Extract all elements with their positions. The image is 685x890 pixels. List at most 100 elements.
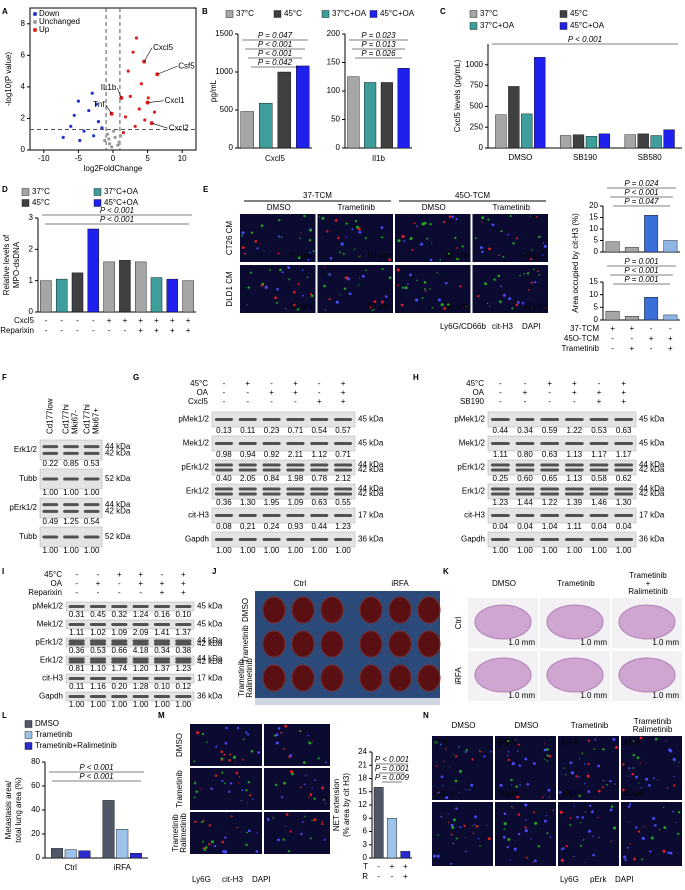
y-tick-label: 24 (358, 747, 367, 756)
micrograph-speck (481, 250, 484, 254)
micrograph-speck (225, 726, 228, 730)
blot-band (614, 514, 634, 517)
micrograph-speck (277, 252, 280, 255)
band-value: 0.57 (335, 426, 351, 435)
blot-band (614, 492, 634, 496)
row-label: Trametinib (175, 770, 184, 808)
band-value: 1.13 (567, 474, 583, 483)
point (116, 143, 120, 147)
point (152, 110, 157, 114)
y-tick-label: 1000 (215, 67, 233, 76)
row-sign: - (92, 326, 95, 335)
condition-sign: - (246, 397, 249, 406)
lung (262, 664, 286, 692)
bar (559, 135, 572, 149)
band-label: pMek1/2 (32, 602, 63, 611)
row-sign: + (138, 316, 143, 325)
band-value: 1.00 (133, 700, 149, 709)
micrograph-speck (249, 794, 252, 797)
condition-sign: - (97, 588, 100, 597)
condition-sign: - (548, 388, 551, 397)
micrograph-speck (562, 847, 565, 850)
blot-strip (211, 531, 356, 548)
micrograph-speck (560, 858, 564, 862)
micrograph-speck (421, 297, 424, 299)
micrograph-speck (359, 255, 361, 257)
blot-band (132, 695, 149, 698)
micrograph-speck (431, 307, 434, 309)
band-value: 0.53 (591, 426, 607, 435)
blot-band (589, 514, 609, 517)
micrograph-speck (471, 758, 474, 761)
micrograph-speck (526, 272, 530, 275)
kda-label: 45 kDa (197, 602, 223, 611)
micrograph-speck (458, 769, 462, 773)
micrograph-speck (575, 775, 578, 778)
y-tick-label: 1000 (465, 60, 483, 69)
micrograph-speck (529, 258, 533, 261)
micrograph (495, 802, 556, 866)
micrograph-speck (463, 824, 466, 827)
band-value: 0.53 (90, 646, 106, 655)
micrograph-speck (445, 796, 449, 800)
band-value: 1.44 (517, 498, 533, 507)
micrograph-speck (388, 276, 392, 280)
point (117, 140, 121, 144)
p-value: P < 0.001 (624, 266, 658, 275)
micrograph-speck (525, 856, 528, 859)
micrograph-speck (439, 743, 442, 746)
blot-band (83, 503, 100, 507)
y-tick-label: 0 (479, 143, 484, 152)
condition-sign: - (499, 388, 502, 397)
column-header: Trametinib (493, 203, 531, 212)
band-label: cit-H3 (464, 511, 485, 520)
blot-band (132, 642, 149, 646)
blot-strip (487, 507, 637, 524)
row-label: iRFA (454, 667, 463, 685)
lung (388, 630, 412, 658)
row-sign: + (154, 326, 159, 335)
lung (291, 630, 315, 658)
band-value: 1.95 (264, 498, 280, 507)
bar (103, 261, 115, 313)
blot-band (614, 418, 634, 421)
blot-band (214, 487, 233, 491)
blot-band (286, 468, 305, 472)
micrograph-speck (228, 790, 231, 793)
micrograph-speck (300, 832, 303, 836)
band-value: 1.25 (63, 517, 79, 526)
micrograph-speck (250, 231, 254, 234)
micrograph-speck (500, 230, 503, 233)
bar (495, 114, 507, 149)
condition-label: OA (196, 388, 208, 397)
band-value: 1.00 (264, 546, 280, 555)
micrograph-speck (548, 796, 551, 798)
micrograph-speck (247, 286, 250, 289)
condition-sign: - (318, 379, 321, 388)
micrograph-speck (465, 748, 468, 752)
kda-label: 42 kDa (358, 489, 384, 498)
stain-label: DAPI (252, 875, 271, 884)
micrograph-speck (309, 228, 313, 232)
band-value: 1.22 (567, 426, 583, 435)
band-value: 0.22 (43, 459, 59, 468)
legend-label: 37°C+OA (332, 9, 367, 18)
micrograph-speck (241, 231, 245, 235)
micrograph-speck (224, 836, 227, 839)
band-value: 0.44 (493, 426, 509, 435)
bar (637, 133, 649, 149)
tissue (474, 657, 532, 693)
micrograph-speck (420, 242, 424, 246)
micrograph-speck (507, 233, 510, 236)
micrograph-speck (645, 777, 649, 781)
column-header: iRFA (391, 579, 409, 588)
x-tick-label: 0 (111, 154, 116, 163)
x-axis-label: Cxcl5 (265, 154, 286, 163)
micrograph-speck (247, 781, 250, 784)
band-value: 0.71 (335, 450, 351, 459)
scale-label: 1.0 mm (508, 638, 535, 647)
band-value: 1.37 (154, 664, 170, 673)
micrograph-speck (641, 858, 644, 861)
column-header: Mki67- (71, 410, 80, 434)
blot-band (490, 492, 510, 496)
